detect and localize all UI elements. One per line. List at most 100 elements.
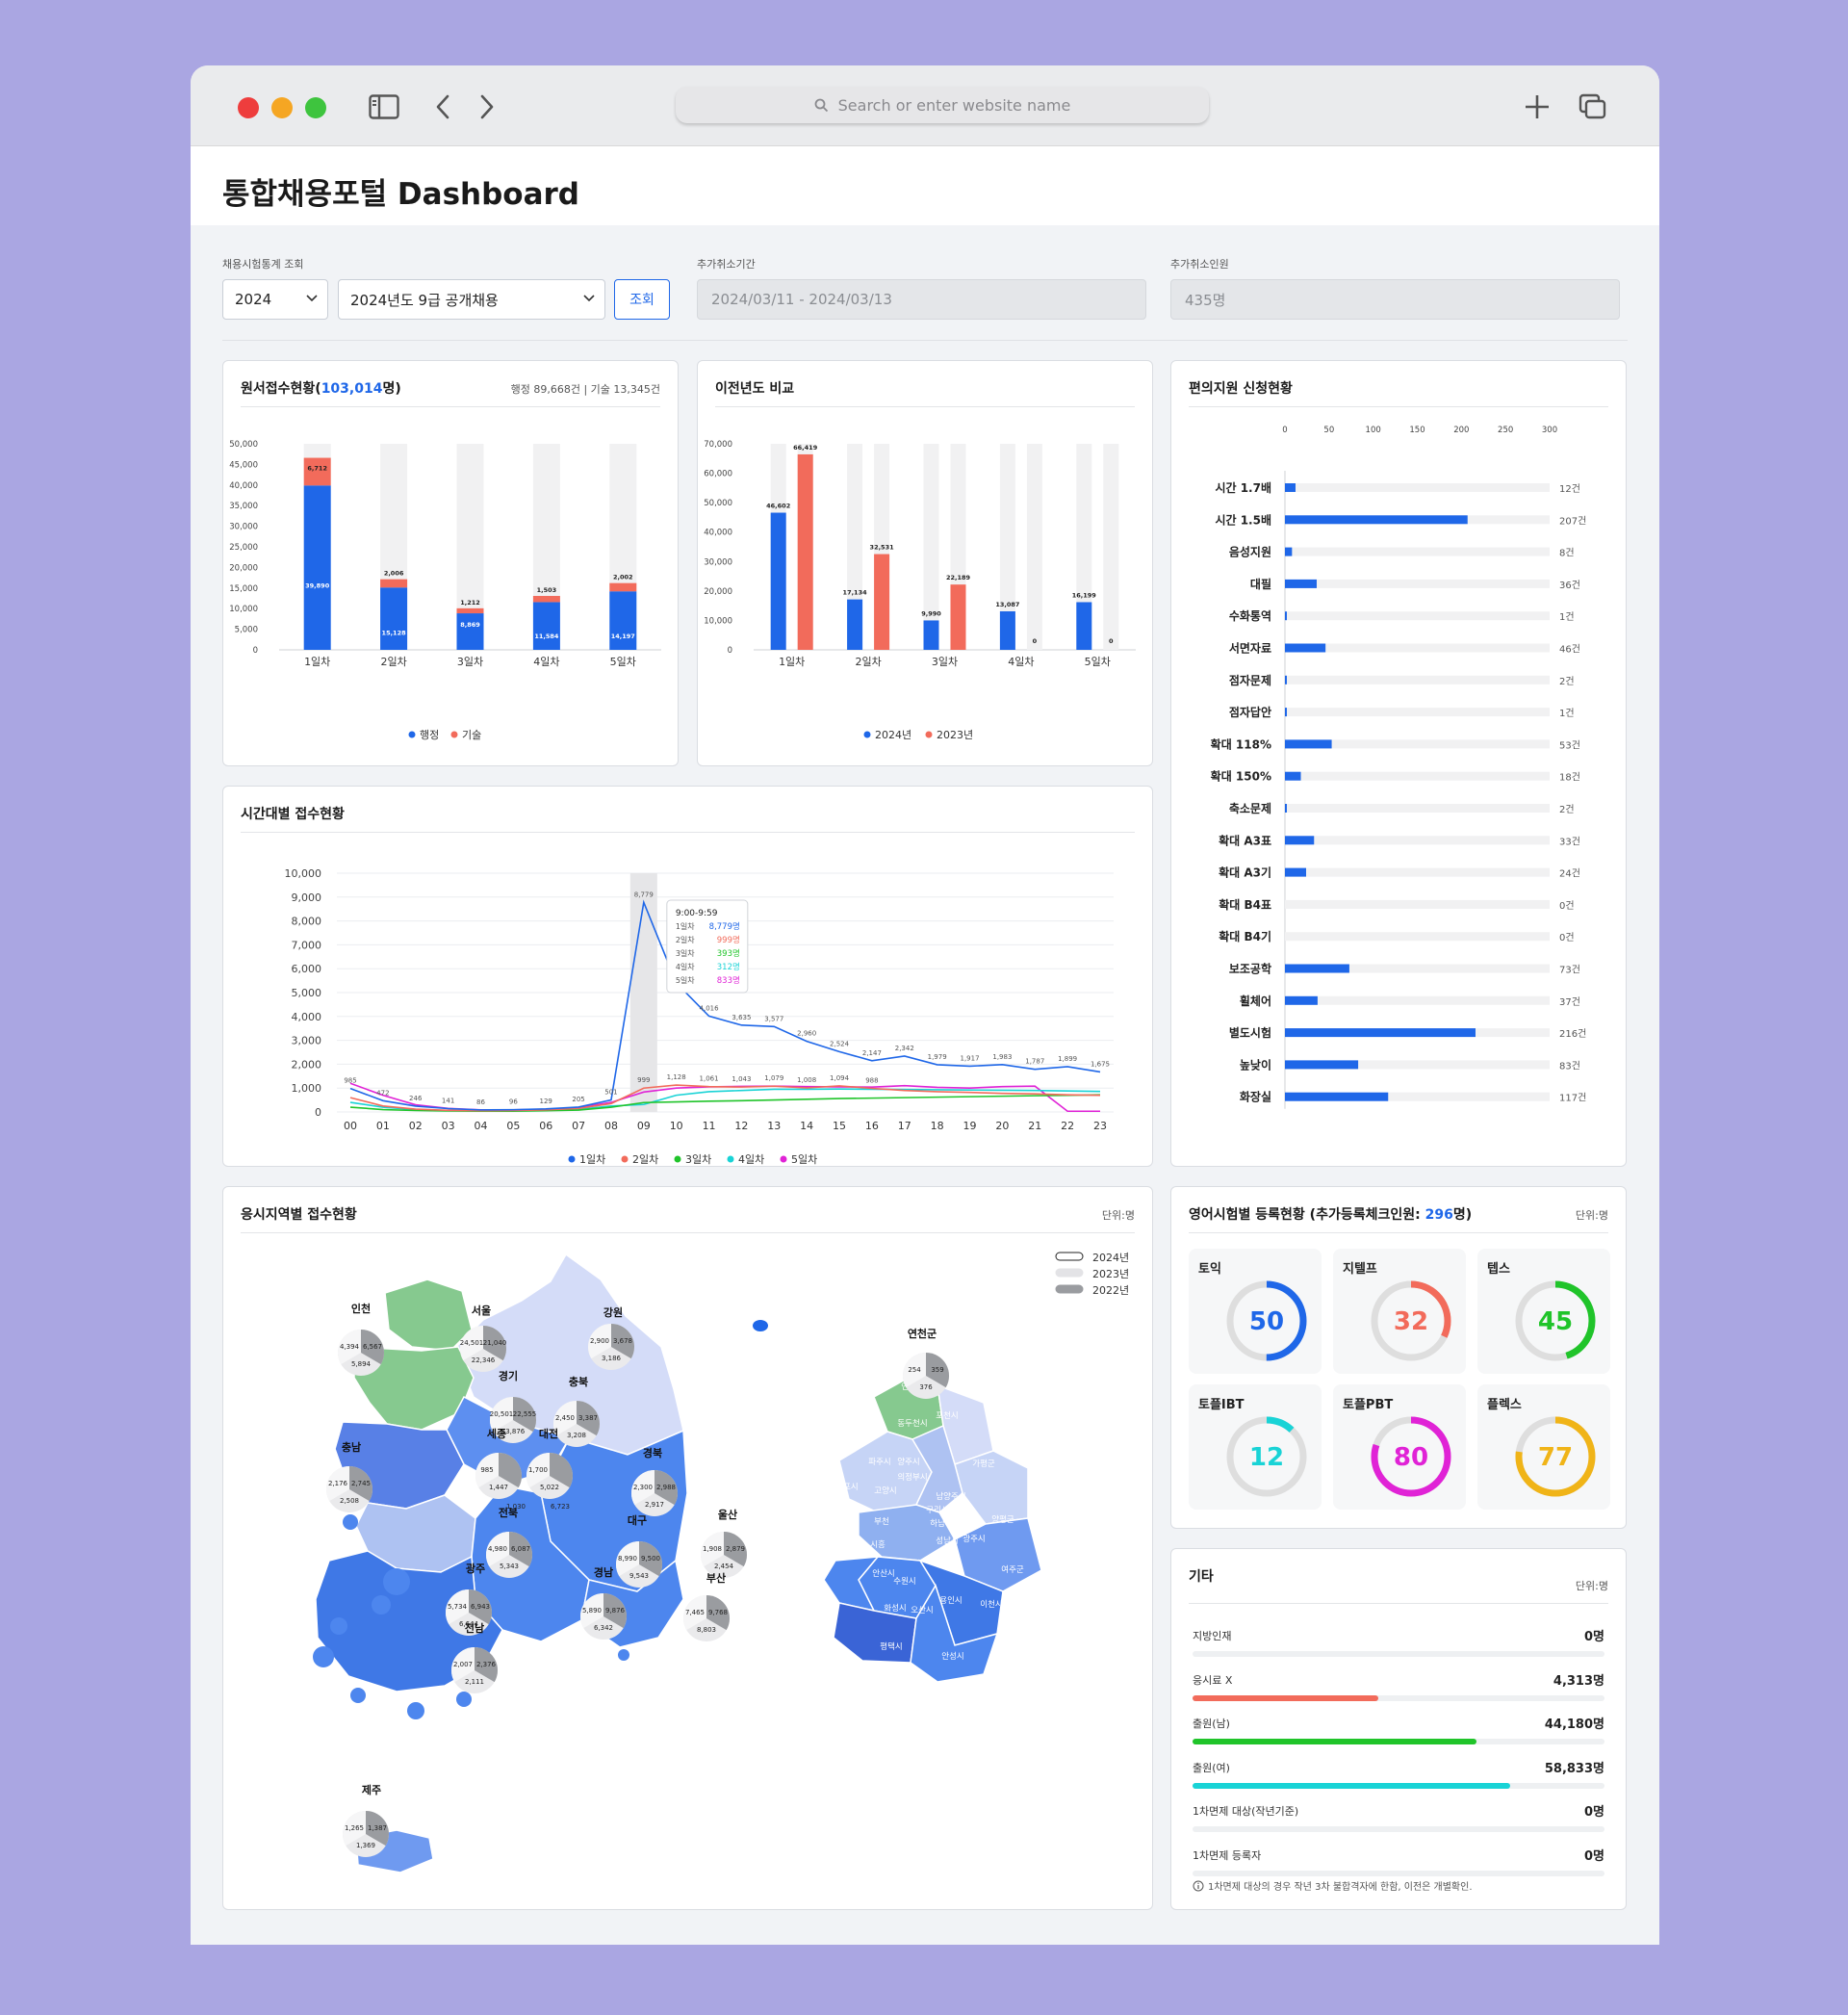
pie-2022[interactable] — [366, 1811, 389, 1847]
bar-2024년[interactable] — [847, 599, 863, 650]
pie-2023[interactable] — [616, 1541, 639, 1577]
pie-2023[interactable] — [701, 1532, 724, 1567]
pie-2022[interactable] — [349, 1466, 372, 1502]
address-bar[interactable]: Search or enter website name — [676, 87, 1209, 123]
pie-2023[interactable] — [553, 1401, 577, 1436]
pie-2022[interactable] — [499, 1453, 522, 1488]
pie-2022[interactable] — [706, 1595, 730, 1631]
pie-2022[interactable] — [513, 1397, 536, 1433]
english-test-2[interactable]: 텝스 45 — [1477, 1249, 1610, 1374]
bar[interactable] — [1285, 804, 1287, 813]
new-tab-icon[interactable] — [1521, 90, 1553, 123]
pie-2022[interactable] — [724, 1532, 747, 1567]
series-line-2일차[interactable] — [349, 1084, 1101, 1112]
region-seoul-gyeonggi-north[interactable] — [384, 1279, 473, 1352]
bar-기술[interactable] — [303, 457, 331, 486]
data-label: 0 — [1033, 637, 1038, 645]
bar-기술[interactable] — [380, 579, 408, 588]
pie-2022[interactable] — [654, 1470, 678, 1506]
bar-기술[interactable] — [609, 582, 637, 592]
bar[interactable] — [1285, 1060, 1359, 1070]
english-test-4[interactable]: 토플PBT 80 — [1333, 1384, 1466, 1510]
bar[interactable] — [1285, 1092, 1389, 1101]
forward-icon[interactable] — [471, 90, 503, 123]
bar[interactable] — [1285, 964, 1349, 973]
pie-2022[interactable] — [611, 1324, 634, 1359]
english-test-0[interactable]: 토익 50 — [1189, 1249, 1322, 1374]
pie-2023[interactable] — [460, 1326, 483, 1361]
english-test-5[interactable]: 플렉스 77 — [1477, 1384, 1610, 1510]
region-jeonnam[interactable] — [315, 1550, 503, 1692]
pie-2022[interactable] — [926, 1353, 950, 1388]
bar-행정[interactable] — [456, 613, 484, 650]
bar[interactable] — [1285, 867, 1306, 877]
series-line-1일차[interactable] — [349, 899, 1101, 1111]
bar-2024년[interactable] — [770, 512, 786, 650]
bar[interactable] — [1285, 771, 1301, 781]
exam-select[interactable]: 2024년도 9급 공개채용 — [338, 279, 605, 320]
pie-2023[interactable] — [342, 1811, 366, 1847]
bar-행정[interactable] — [532, 602, 560, 650]
sidebar-toggle-icon[interactable] — [368, 90, 400, 123]
bar-행정[interactable] — [303, 485, 331, 650]
english-test-1[interactable]: 지텔프 32 — [1333, 1249, 1466, 1374]
pie-2023[interactable] — [338, 1330, 361, 1365]
pie-2023[interactable] — [903, 1353, 926, 1388]
pie-2022[interactable] — [639, 1541, 662, 1577]
bar[interactable] — [1285, 708, 1287, 717]
bar[interactable] — [1285, 995, 1318, 1005]
bar[interactable] — [1285, 547, 1293, 556]
bar[interactable] — [1285, 611, 1287, 621]
tabs-overview-icon[interactable] — [1577, 90, 1609, 123]
maximize-window-button[interactable] — [305, 97, 326, 118]
bar-2024년[interactable] — [923, 620, 939, 650]
bar-행정[interactable] — [380, 587, 408, 650]
pie-2022[interactable] — [483, 1326, 506, 1361]
pie-2022[interactable] — [361, 1330, 384, 1365]
pie-2023[interactable] — [631, 1470, 654, 1506]
pie-2023[interactable] — [486, 1532, 509, 1567]
pie-2022[interactable] — [509, 1532, 532, 1567]
bar-2023년[interactable] — [950, 584, 966, 650]
bar[interactable] — [1285, 739, 1332, 749]
pie-2022[interactable] — [475, 1647, 498, 1683]
pie-2023[interactable] — [526, 1453, 550, 1488]
search-button[interactable]: 조회 — [614, 279, 670, 320]
back-icon[interactable] — [426, 90, 459, 123]
pie-2023[interactable] — [588, 1324, 611, 1359]
bar-기술[interactable] — [456, 607, 484, 614]
pie-2022[interactable] — [603, 1593, 627, 1629]
bar-행정[interactable] — [609, 591, 637, 650]
bar-2023년[interactable] — [797, 453, 813, 650]
year-select[interactable]: 2024 — [222, 279, 328, 320]
bar-기술[interactable] — [532, 595, 560, 603]
pie-2023[interactable] — [490, 1397, 513, 1433]
bar-2024년[interactable] — [1076, 602, 1092, 650]
gyeonggi-district[interactable] — [911, 1424, 963, 1513]
pie-2023[interactable] — [475, 1453, 499, 1488]
bar-2024년[interactable] — [999, 610, 1015, 650]
english-test-3[interactable]: 토플IBT 12 — [1189, 1384, 1322, 1510]
pie-2023[interactable] — [326, 1466, 349, 1502]
close-window-button[interactable] — [238, 97, 259, 118]
bar[interactable] — [1285, 483, 1296, 492]
gyeonggi-district[interactable] — [858, 1504, 957, 1562]
gyeonggi-district[interactable] — [910, 1584, 999, 1683]
pie-2022[interactable] — [577, 1401, 600, 1436]
pie-2022[interactable] — [469, 1589, 492, 1625]
pie-2023[interactable] — [580, 1593, 603, 1629]
bar[interactable] — [1285, 675, 1287, 685]
region-gyeonggi[interactable] — [353, 1346, 475, 1431]
pie-2022[interactable] — [550, 1453, 573, 1488]
pie-2023[interactable] — [451, 1647, 475, 1683]
bar-2023년[interactable] — [874, 554, 890, 650]
bar[interactable] — [1285, 515, 1468, 525]
bar[interactable] — [1285, 579, 1317, 588]
pie-2023[interactable] — [446, 1589, 469, 1625]
minimize-window-button[interactable] — [271, 97, 293, 118]
bar[interactable] — [1285, 643, 1326, 653]
bar[interactable] — [1285, 836, 1315, 845]
bar[interactable] — [1285, 1028, 1476, 1038]
pie-2023[interactable] — [683, 1595, 706, 1631]
pie-value-2023: 6,943 — [471, 1603, 490, 1611]
